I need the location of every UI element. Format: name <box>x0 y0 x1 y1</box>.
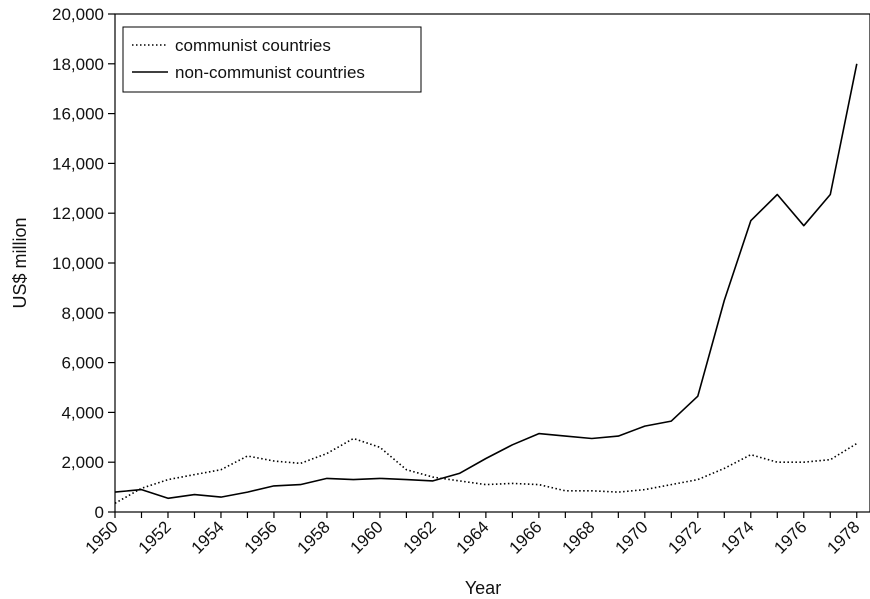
legend-box <box>122 26 422 93</box>
legend-label-communist: communist countries <box>175 36 331 55</box>
x-axis: 1950 1952 1954 1956 1958 1960 1962 1964 1966 1968… <box>82 512 864 558</box>
series-lines <box>114 63 858 504</box>
y-axis: 0 2,000 4,000 6,000 8,000 10,000 12,000 14,000 1… <box>52 5 115 522</box>
y-tick-label: 4,000 <box>61 403 104 422</box>
y-tick-label: 16,000 <box>52 105 104 124</box>
y-tick-label: 12,000 <box>52 204 104 223</box>
x-tick-label: 1978 <box>823 517 863 557</box>
y-tick-label: 0 <box>95 503 104 522</box>
x-tick-label: 1970 <box>611 517 651 557</box>
x-tick-label: 1972 <box>664 517 704 557</box>
x-tick-label: 1956 <box>241 517 281 557</box>
y-tick-label: 20,000 <box>52 5 104 24</box>
x-tick-label: 1950 <box>82 517 122 557</box>
legend: communist countries non-communist countr… <box>122 26 422 93</box>
y-tick-label: 2,000 <box>61 453 104 472</box>
y-tick-label: 18,000 <box>52 55 104 74</box>
y-tick-label: 8,000 <box>61 304 104 323</box>
x-tick-label: 1976 <box>770 517 810 557</box>
x-tick-label: 1968 <box>558 517 598 557</box>
y-tick-label: 14,000 <box>52 154 104 173</box>
series-line-communist <box>114 437 858 504</box>
series-line-non-communist <box>114 63 858 500</box>
x-axis-title: Year <box>465 578 501 598</box>
y-tick-label: 10,000 <box>52 254 104 273</box>
x-tick-label: 1964 <box>453 517 493 557</box>
x-tick-label: 1960 <box>347 517 387 557</box>
x-tick-label: 1962 <box>400 517 440 557</box>
x-tick-label: 1966 <box>506 517 546 557</box>
x-tick-label: 1974 <box>717 517 757 557</box>
legend-label-non-communist: non-communist countries <box>175 63 365 82</box>
x-tick-label: 1952 <box>135 517 175 557</box>
x-tick-label: 1954 <box>188 517 228 557</box>
y-axis-title: US$ million <box>10 217 30 308</box>
y-tick-label: 6,000 <box>61 354 104 373</box>
x-tick-label: 1958 <box>294 517 334 557</box>
